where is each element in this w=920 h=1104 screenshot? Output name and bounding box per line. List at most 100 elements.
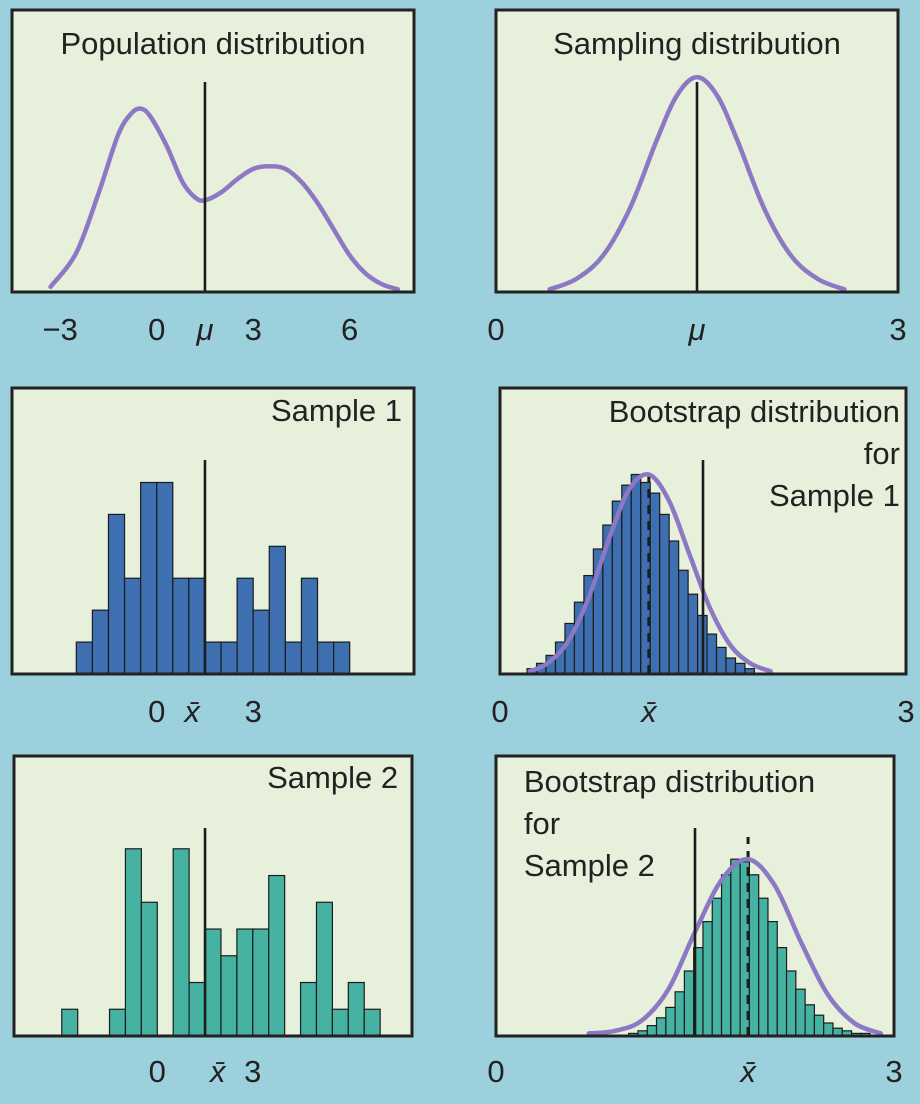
boot1-panel: Bootstrap distribution for Sample 1 0 x̄ 3	[491, 386, 915, 729]
sample2-bar	[252, 928, 270, 1037]
sample1-frame	[10, 386, 416, 676]
boot1-tick-label: 0	[491, 694, 508, 729]
sample2-bar	[299, 981, 318, 1037]
sample2-bar	[108, 1008, 127, 1037]
boot2-bar	[646, 1024, 658, 1037]
sample2-bar	[268, 874, 286, 1037]
sampling-frame	[494, 8, 900, 294]
sample1-bar	[220, 641, 238, 675]
sampling-density-curve	[547, 74, 847, 292]
population-tick-label: 6	[341, 312, 358, 347]
sample1-bar	[91, 609, 110, 675]
boot2-bar	[674, 991, 685, 1037]
sample1-bar	[123, 577, 142, 675]
boot2-panel: Bootstrap distribution for Sample 2 0 x̄ 3	[487, 754, 903, 1089]
sample2-panel: Sample 2 0 x̄ 3	[12, 754, 414, 1089]
population-tick-label: μ	[195, 312, 213, 347]
sample1-bar	[107, 513, 126, 675]
boot1-frame	[498, 386, 908, 676]
boot2-title: Bootstrap distribution	[524, 764, 815, 799]
sample2-bar	[236, 928, 254, 1037]
boot2-bar	[813, 1014, 825, 1037]
boot2-bar	[702, 920, 713, 1037]
sample1-panel: Sample 1 0 x̄ 3	[10, 386, 416, 729]
boot2-bar	[665, 1006, 676, 1037]
sample2-frame	[12, 754, 414, 1038]
sample2-title: Sample 2	[267, 760, 398, 795]
boot1-bar	[715, 646, 727, 675]
boot1-title: for	[864, 436, 900, 471]
boot2-tick-label: 3	[885, 1054, 902, 1089]
boot2-bar	[683, 970, 695, 1037]
sample2-bar	[188, 981, 206, 1037]
sample2-bar	[220, 955, 238, 1037]
population-title: Population distribution	[60, 26, 365, 61]
boot1-bar	[678, 569, 689, 675]
sample1-plot-area	[12, 388, 414, 674]
boot2-bar	[776, 946, 788, 1037]
boot2-tick-label: x̄	[738, 1054, 757, 1089]
boot2-bar	[795, 988, 806, 1037]
sample1-bar	[204, 641, 222, 675]
sample1-bar	[236, 577, 254, 675]
boot1-bar	[734, 662, 746, 675]
population-density-curve	[48, 106, 401, 292]
sample2-bar	[140, 901, 158, 1037]
sample1-bar	[172, 577, 190, 675]
sample2-tick-label: 0	[149, 1054, 166, 1089]
sample2-bar	[61, 1008, 79, 1037]
boot1-bar	[630, 473, 642, 675]
boot2-bar	[823, 1022, 834, 1037]
sample1-bar	[156, 481, 174, 675]
sample2-bar	[331, 1008, 349, 1037]
population-tick-label: 3	[245, 312, 262, 347]
boot1-bar	[621, 484, 632, 675]
sample2-tick-label: x̄	[208, 1054, 227, 1089]
sample1-bar	[188, 577, 206, 675]
boot2-bar	[711, 897, 723, 1037]
sampling-tick-label: 3	[889, 312, 906, 347]
boot2-bar	[748, 874, 760, 1037]
sample1-tick-label: 0	[148, 694, 165, 729]
boot2-density-curve	[586, 856, 883, 1036]
boot1-tick-label: x̄	[639, 694, 658, 729]
boot2-title: for	[524, 806, 560, 841]
population-frame	[10, 8, 416, 294]
population-panel: Population distribution −3 0 μ 3 6	[10, 8, 416, 347]
sampling-tick-label: μ	[688, 312, 706, 347]
sample1-tick-label: 3	[245, 694, 262, 729]
boot1-bar	[659, 513, 670, 675]
boot1-bar	[649, 492, 661, 675]
sample1-bar	[75, 641, 93, 675]
boot1-bar	[687, 593, 699, 675]
boot2-bar	[758, 897, 769, 1037]
sampling-title: Sampling distribution	[553, 26, 841, 61]
boot1-tick-label: 3	[897, 694, 914, 729]
sampling-panel: Sampling distribution 0 μ 3	[487, 8, 907, 347]
sample1-bar	[284, 641, 303, 675]
sample1-bar	[316, 641, 335, 675]
sample2-bar	[172, 848, 190, 1037]
boot2-tick-label: 0	[487, 1054, 504, 1089]
sample1-tick-label: x̄	[182, 694, 201, 729]
boot2-bar	[767, 920, 778, 1037]
sample2-bar	[315, 901, 334, 1037]
sample1-title: Sample 1	[271, 393, 402, 428]
boot2-bar	[785, 970, 797, 1037]
population-tick-label: 0	[148, 312, 165, 347]
sample2-bar	[124, 848, 142, 1037]
boot2-title: Sample 2	[524, 848, 655, 883]
sample1-bar	[333, 641, 351, 675]
boot1-title: Bootstrap distribution	[609, 394, 900, 429]
sample2-tick-label: 3	[244, 1054, 261, 1089]
sample1-bar	[140, 481, 158, 675]
sample2-bar	[204, 928, 222, 1037]
boot1-bar	[706, 633, 718, 675]
sample1-bar	[268, 545, 286, 675]
boot1-density-curve	[527, 471, 773, 674]
sampling-tick-label: 0	[487, 312, 504, 347]
sample1-bar	[300, 577, 319, 675]
boot1-title: Sample 1	[769, 478, 900, 513]
boot2-bar	[720, 874, 732, 1037]
